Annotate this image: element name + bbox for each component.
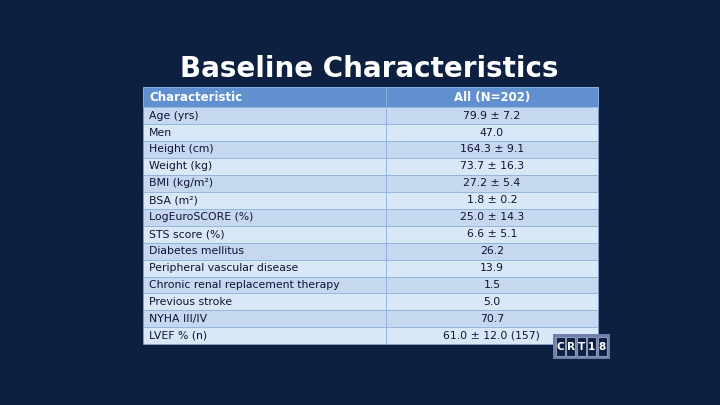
- Bar: [386, 327, 598, 344]
- Text: Diabetes mellitus: Diabetes mellitus: [149, 246, 244, 256]
- Text: Age (yrs): Age (yrs): [149, 111, 199, 121]
- Text: BMI (kg/m²): BMI (kg/m²): [149, 178, 213, 188]
- Bar: [386, 158, 598, 175]
- Bar: [143, 294, 386, 310]
- Text: 73.7 ± 16.3: 73.7 ± 16.3: [460, 162, 524, 171]
- Bar: [386, 107, 598, 124]
- Bar: [143, 327, 386, 344]
- Bar: [386, 124, 598, 141]
- Bar: [553, 334, 610, 359]
- Bar: [143, 310, 386, 327]
- Bar: [143, 175, 386, 192]
- Bar: [386, 310, 598, 327]
- Text: All (N=202): All (N=202): [454, 91, 530, 104]
- Bar: [143, 107, 386, 124]
- Text: 13.9: 13.9: [480, 263, 504, 273]
- Text: C: C: [557, 341, 564, 352]
- Bar: [556, 337, 564, 356]
- Text: 61.0 ± 12.0 (157): 61.0 ± 12.0 (157): [444, 331, 540, 341]
- Bar: [143, 243, 386, 260]
- Bar: [143, 260, 386, 277]
- Text: Peripheral vascular disease: Peripheral vascular disease: [149, 263, 298, 273]
- Bar: [386, 141, 598, 158]
- Bar: [567, 337, 575, 356]
- Text: Previous stroke: Previous stroke: [149, 297, 232, 307]
- Bar: [143, 87, 386, 107]
- Bar: [386, 192, 598, 209]
- Text: 79.9 ± 7.2: 79.9 ± 7.2: [463, 111, 521, 121]
- Text: Chronic renal replacement therapy: Chronic renal replacement therapy: [149, 280, 340, 290]
- Bar: [143, 209, 386, 226]
- Bar: [386, 294, 598, 310]
- Bar: [386, 209, 598, 226]
- Bar: [143, 226, 386, 243]
- Text: Characteristic: Characteristic: [149, 91, 242, 104]
- Text: R: R: [567, 341, 575, 352]
- Text: Men: Men: [149, 128, 172, 138]
- Text: BSA (m²): BSA (m²): [149, 195, 198, 205]
- Text: 8: 8: [599, 341, 606, 352]
- Text: 26.2: 26.2: [480, 246, 504, 256]
- Bar: [386, 87, 598, 107]
- Text: LogEuroSCORE (%): LogEuroSCORE (%): [149, 212, 253, 222]
- Text: STS score (%): STS score (%): [149, 229, 225, 239]
- Text: Weight (kg): Weight (kg): [149, 162, 212, 171]
- Bar: [143, 124, 386, 141]
- Text: NYHA III/IV: NYHA III/IV: [149, 314, 207, 324]
- Bar: [143, 158, 386, 175]
- Bar: [386, 226, 598, 243]
- Bar: [143, 192, 386, 209]
- Text: Baseline Characteristics: Baseline Characteristics: [180, 55, 558, 83]
- Bar: [386, 243, 598, 260]
- Text: 6.6 ± 5.1: 6.6 ± 5.1: [467, 229, 517, 239]
- Bar: [143, 141, 386, 158]
- Text: T: T: [577, 341, 585, 352]
- Bar: [386, 260, 598, 277]
- Bar: [143, 277, 386, 294]
- Text: 1: 1: [588, 341, 595, 352]
- Text: 5.0: 5.0: [483, 297, 500, 307]
- Text: 164.3 ± 9.1: 164.3 ± 9.1: [460, 145, 524, 154]
- Text: 1.5: 1.5: [483, 280, 500, 290]
- Bar: [598, 337, 607, 356]
- Text: 47.0: 47.0: [480, 128, 504, 138]
- Bar: [386, 175, 598, 192]
- Bar: [588, 337, 596, 356]
- Text: 70.7: 70.7: [480, 314, 504, 324]
- Text: 1.8 ± 0.2: 1.8 ± 0.2: [467, 195, 517, 205]
- Text: Height (cm): Height (cm): [149, 145, 214, 154]
- Bar: [386, 277, 598, 294]
- Text: 27.2 ± 5.4: 27.2 ± 5.4: [463, 178, 521, 188]
- Text: LVEF % (n): LVEF % (n): [149, 331, 207, 341]
- Text: 25.0 ± 14.3: 25.0 ± 14.3: [460, 212, 524, 222]
- Bar: [577, 337, 586, 356]
